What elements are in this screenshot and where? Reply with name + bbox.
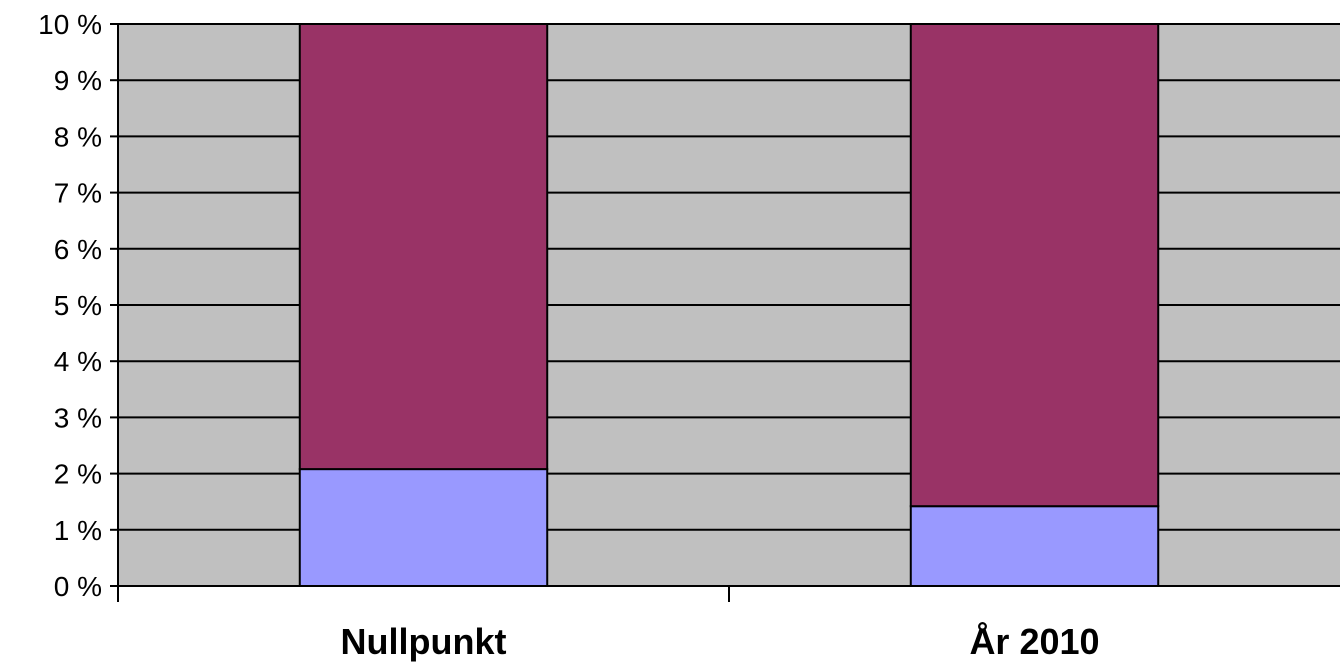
y-tick-label: 0 % [54,571,102,602]
bars [298,23,1160,588]
y-tick-label: 8 % [54,121,102,152]
y-tick-label: 3 % [54,402,102,433]
x-axis: Nullpunkt År 2010 [117,586,1100,662]
bar-segment [909,505,1160,588]
bar-segment [909,23,1160,508]
category-label: Nullpunkt [341,621,507,662]
y-tick-label: 7 % [54,178,102,209]
y-axis: 0 % 1 % 2 % 3 % 4 % 5 % 6 % 7 % 8 % 9 % 10 % [38,9,118,602]
y-tick-label: 10 % [38,9,102,40]
bar-segment [298,468,549,588]
y-tick-label: 5 % [54,290,102,321]
bar-segment [298,23,549,471]
y-tick-label: 4 % [54,346,102,377]
y-tick-label: 6 % [54,234,102,265]
category-label: År 2010 [969,621,1099,662]
y-tick-label: 2 % [54,459,102,490]
y-tick-label: 9 % [54,65,102,96]
y-tick-label: 1 % [54,515,102,546]
